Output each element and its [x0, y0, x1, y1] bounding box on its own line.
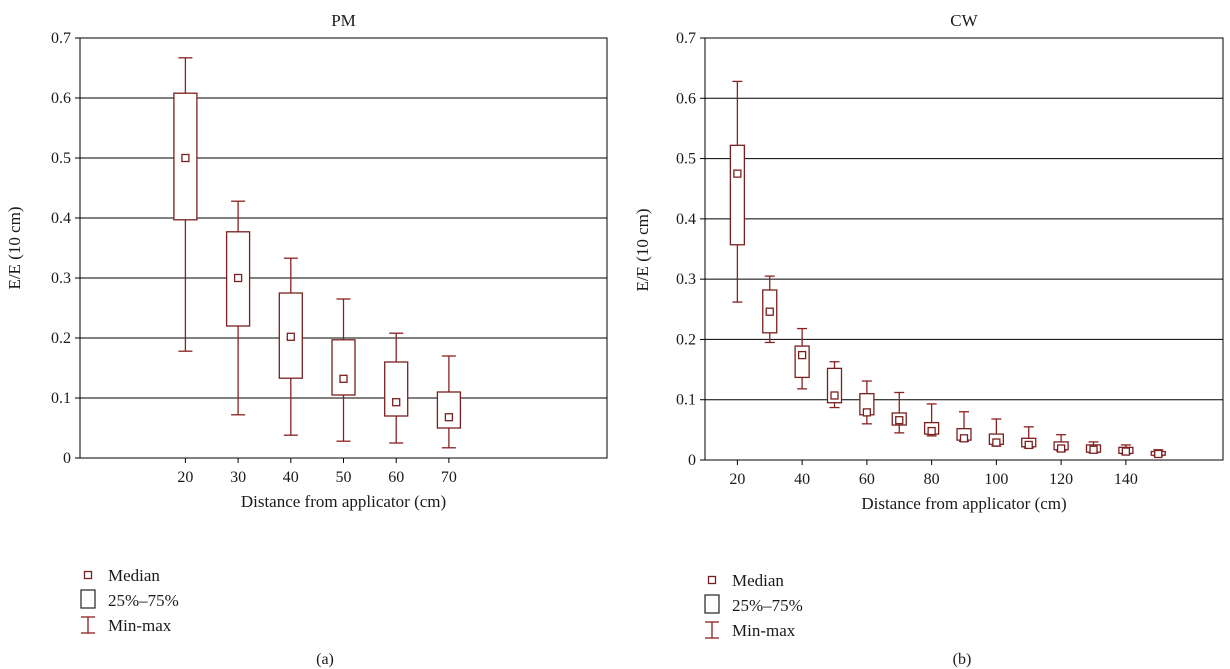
median-marker — [181, 153, 190, 163]
x-tick-label: 30 — [230, 469, 246, 486]
iqr-box — [384, 361, 409, 417]
median-marker — [830, 391, 839, 400]
box-group — [762, 275, 778, 344]
legend-box-swatch — [80, 589, 96, 609]
box-group — [173, 57, 198, 352]
median-marker — [927, 426, 936, 436]
x-axis-label: Distance from applicator (cm) — [861, 494, 1066, 513]
y-tick-label: 0.3 — [51, 270, 71, 287]
median-marker — [1121, 447, 1131, 456]
box-group — [331, 298, 356, 442]
y-tick-label: 0.2 — [51, 330, 71, 347]
y-tick-label: 0.1 — [51, 390, 71, 407]
chart-panel-0: PM 0 0.1 0.2 0.3 0.4 0.5 0.6 0.7 20 30 40 50 60 70 Dist… — [5, 11, 608, 668]
iqr-box — [729, 144, 746, 246]
legend-median-swatch — [83, 570, 93, 580]
panel-label: (b) — [953, 651, 972, 668]
y-tick-label: 0.6 — [676, 90, 696, 107]
median-marker — [992, 438, 1001, 447]
y-tick-label: 0.1 — [676, 392, 696, 409]
y-tick-label: 0.7 — [51, 30, 71, 47]
chart-title: CW — [950, 11, 978, 30]
x-tick-label: 20 — [177, 469, 193, 486]
box-group — [225, 200, 251, 416]
box-group — [956, 411, 972, 443]
x-tick-label: 60 — [859, 471, 875, 488]
legend: Median 25%–75% Min-max — [704, 571, 803, 640]
x-tick-label: 120 — [1049, 471, 1073, 488]
iqr-box — [794, 345, 810, 379]
legend-box-swatch — [704, 594, 720, 614]
median-marker — [862, 408, 872, 417]
x-tick-label: 60 — [388, 469, 404, 486]
iqr-box — [436, 391, 462, 429]
box-group — [1085, 441, 1102, 454]
median-marker — [286, 332, 295, 341]
y-tick-label: 0 — [63, 450, 71, 467]
box-group — [1118, 444, 1134, 456]
y-tick-label: 0.5 — [51, 150, 71, 167]
x-tick-label: 100 — [984, 471, 1008, 488]
x-axis-label: Distance from applicator (cm) — [241, 492, 446, 511]
y-tick-label: 0.5 — [676, 151, 696, 168]
box-group — [1021, 426, 1037, 450]
box-group — [891, 391, 907, 434]
iqr-box — [331, 339, 356, 396]
median-marker — [1056, 444, 1066, 453]
box-group — [384, 332, 409, 444]
median-marker — [392, 398, 401, 407]
legend-whisker-label: Min-max — [108, 616, 172, 635]
median-marker — [1024, 440, 1033, 450]
median-marker — [1089, 445, 1098, 454]
y-tick-label: 0.3 — [676, 271, 696, 288]
median-marker — [233, 273, 243, 283]
median-marker — [895, 416, 904, 425]
chart-title: PM — [331, 11, 356, 30]
legend-median-label: Median — [732, 571, 784, 590]
y-tick-label: 0.6 — [51, 90, 71, 107]
legend-box-label: 25%–75% — [732, 596, 803, 615]
median-marker — [444, 413, 454, 422]
x-tick-label: 40 — [794, 471, 810, 488]
median-marker — [733, 169, 742, 178]
box-group — [794, 327, 810, 390]
x-tick-label: 40 — [283, 469, 299, 486]
box-group — [826, 361, 843, 409]
plot-frame — [704, 37, 1224, 461]
legend-median-label: Median — [108, 566, 160, 585]
x-tick-label: 20 — [729, 471, 745, 488]
box-group — [729, 80, 746, 303]
y-tick-label: 0.4 — [676, 211, 696, 228]
box-group — [923, 403, 940, 437]
median-marker — [1154, 449, 1163, 459]
median-marker — [339, 374, 348, 383]
y-tick-label: 0 — [688, 452, 696, 469]
box-group — [859, 380, 875, 425]
legend-box-label: 25%–75% — [108, 591, 179, 610]
x-tick-label: 140 — [1114, 471, 1138, 488]
legend: Median 25%–75% Min-max — [80, 566, 179, 635]
y-axis-label: E/E (10 cm) — [633, 208, 652, 291]
legend-median-swatch — [707, 575, 717, 585]
x-tick-label: 70 — [441, 469, 457, 486]
box-group — [988, 418, 1005, 447]
box-group — [278, 257, 303, 436]
y-tick-label: 0.7 — [676, 30, 696, 47]
median-marker — [959, 434, 969, 443]
box-group — [1053, 434, 1069, 453]
legend-whisker-label: Min-max — [732, 621, 796, 640]
median-marker — [765, 307, 774, 316]
panel-label: (a) — [316, 651, 334, 668]
box-group — [436, 355, 462, 449]
y-tick-label: 0.4 — [51, 210, 71, 227]
median-marker — [797, 350, 807, 360]
x-tick-label: 50 — [336, 469, 352, 486]
y-axis-label: E/E (10 cm) — [5, 206, 24, 289]
x-tick-label: 80 — [924, 471, 940, 488]
chart-panel-1: CW 0 0.1 0.2 0.3 0.4 0.5 0.6 0.7 20 40 60 80 100 120 14… — [633, 11, 1224, 668]
y-tick-label: 0.2 — [676, 331, 696, 348]
box-group — [1150, 449, 1166, 459]
